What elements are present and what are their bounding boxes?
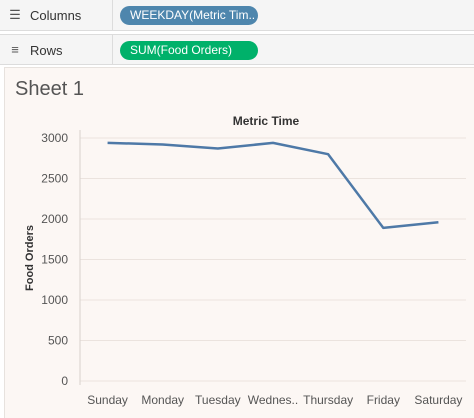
- chart-title: Metric Time: [233, 114, 300, 128]
- y-tick-label: 1500: [41, 253, 68, 267]
- rows-icon: ≡: [11, 42, 19, 57]
- columns-label: Columns: [30, 7, 82, 23]
- y-tick-label: 1000: [41, 293, 68, 307]
- rows-shelf: ≡ Rows SUM(Food Orders): [0, 34, 474, 65]
- y-axis-label: Food Orders: [24, 225, 36, 291]
- y-tick-label: 0: [61, 374, 68, 388]
- rows-label: Rows: [30, 42, 63, 58]
- x-tick-label: Saturday: [414, 393, 462, 407]
- series-line[interactable]: [107, 141, 439, 230]
- sheet-view: Sheet 1: [4, 67, 474, 418]
- x-tick-label: Sunday: [87, 393, 128, 407]
- x-tick-label: Monday: [141, 393, 184, 407]
- gridlines: [79, 130, 466, 385]
- rows-shelf-label: ≡ Rows: [0, 35, 113, 65]
- x-axis-ticks: Sunday Monday Tuesday Wednes.. Thursday Frida…: [87, 393, 462, 407]
- columns-pill-weekday[interactable]: WEEKDAY(Metric Tim..: [120, 6, 258, 25]
- x-tick-label: Thursday: [303, 393, 353, 407]
- columns-shelf-label: ☰ Columns: [0, 0, 113, 30]
- y-tick-label: 2000: [41, 212, 68, 226]
- series-lines: [107, 141, 439, 230]
- sheet-title: Sheet 1: [15, 78, 84, 100]
- y-tick-label: 3000: [41, 131, 68, 145]
- x-tick-label: Tuesday: [195, 393, 241, 407]
- rows-pill-sum-food-orders[interactable]: SUM(Food Orders): [120, 41, 258, 60]
- x-tick-label: Wednes..: [248, 393, 298, 407]
- y-tick-label: 500: [48, 334, 68, 348]
- y-axis-ticks: 0 500 1000 1500 2000 2500 3000: [41, 131, 68, 388]
- columns-shelf: ☰ Columns WEEKDAY(Metric Tim..: [0, 0, 474, 31]
- x-tick-label: Friday: [367, 393, 400, 407]
- columns-icon: ☰: [9, 7, 21, 22]
- y-tick-label: 2500: [41, 172, 68, 186]
